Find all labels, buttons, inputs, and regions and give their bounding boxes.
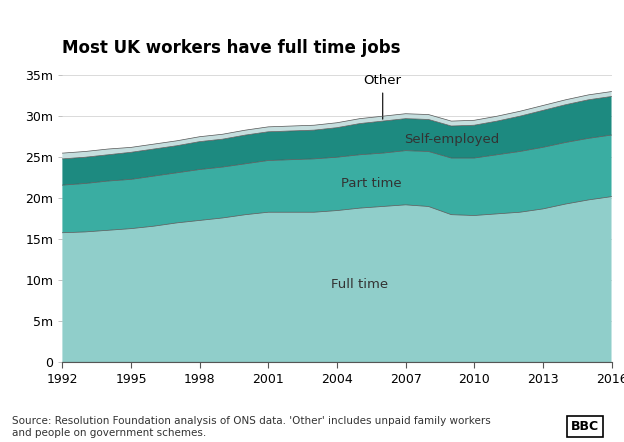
Text: Full time: Full time [331, 278, 388, 291]
Text: Other: Other [364, 74, 402, 119]
Text: Self-employed: Self-employed [404, 133, 499, 146]
Text: Part time: Part time [341, 177, 402, 190]
Text: Source: Resolution Foundation analysis of ONS data. 'Other' includes unpaid fami: Source: Resolution Foundation analysis o… [12, 416, 491, 438]
Text: BBC: BBC [571, 420, 599, 433]
Text: Most UK workers have full time jobs: Most UK workers have full time jobs [62, 39, 401, 57]
